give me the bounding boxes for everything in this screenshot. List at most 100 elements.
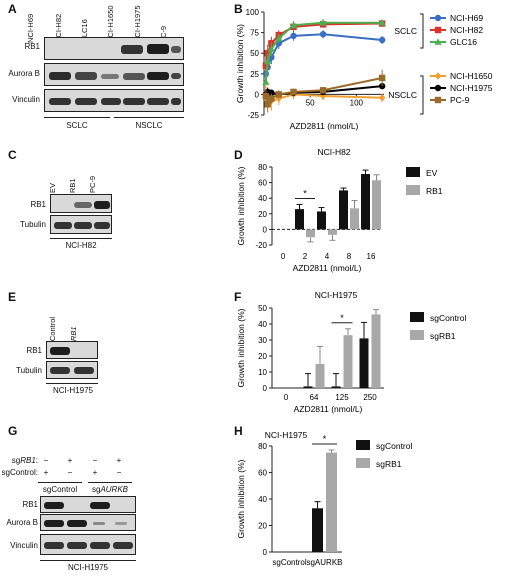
data-point bbox=[290, 88, 297, 96]
panel-letter-c: C bbox=[8, 148, 17, 162]
blot-row-label: RB1 bbox=[30, 200, 46, 209]
condition-row-label-sgcontrol: sgControl: bbox=[1, 468, 38, 477]
x-tick-label: 4 bbox=[325, 252, 330, 261]
blot-strip-vinculin bbox=[44, 89, 184, 112]
x-tick-label: 64 bbox=[310, 393, 319, 402]
bar bbox=[326, 452, 337, 552]
group-line bbox=[50, 238, 112, 239]
y-tick-label: 0 bbox=[263, 548, 268, 557]
data-point bbox=[319, 31, 327, 38]
y-tick-label: 30 bbox=[258, 336, 267, 345]
y-tick-label: 60 bbox=[258, 179, 267, 188]
lane-label: EV bbox=[48, 182, 57, 193]
y-tick-label: 20 bbox=[258, 522, 267, 531]
data-point bbox=[378, 74, 386, 82]
legend-label: NCI-H1650 bbox=[450, 71, 493, 81]
panel-letter-h: H bbox=[234, 424, 243, 438]
blot-strip-vinculin bbox=[40, 534, 136, 555]
y-tick-label: 20 bbox=[258, 352, 267, 361]
data-point bbox=[264, 57, 272, 65]
legend-label: RB1 bbox=[426, 186, 443, 196]
bar bbox=[306, 229, 315, 238]
y-tick-label: 40 bbox=[258, 495, 267, 504]
data-point bbox=[262, 78, 270, 85]
data-point bbox=[275, 91, 282, 98]
blot-strip-tubulin bbox=[50, 215, 112, 234]
legend-swatch bbox=[356, 440, 370, 450]
data-point bbox=[378, 93, 386, 102]
lane-label: NCI-H69 bbox=[26, 13, 35, 43]
blot-row-label: RB1 bbox=[22, 500, 38, 509]
blot-row-label: Aurora B bbox=[8, 69, 40, 78]
y-tick-label: 60 bbox=[258, 469, 267, 478]
condition-row-label-sgrb1: sgRB1: bbox=[11, 456, 38, 465]
series-line bbox=[264, 22, 383, 66]
blot-row-label: Tubulin bbox=[20, 220, 46, 229]
y-tick-label: 80 bbox=[258, 163, 267, 172]
data-point bbox=[264, 101, 271, 108]
x-tick-label: 2 bbox=[303, 252, 308, 261]
condition-sign: − bbox=[92, 456, 98, 465]
legend-swatch bbox=[356, 458, 370, 468]
y-tick-label: -25 bbox=[247, 111, 259, 120]
blot-row-label: Vinculin bbox=[12, 95, 40, 104]
group-line bbox=[46, 383, 98, 384]
panel-letter-f: F bbox=[234, 290, 242, 304]
x-tick-label: 50 bbox=[306, 98, 315, 107]
legend-label: sgControl bbox=[376, 441, 412, 451]
data-point bbox=[290, 32, 297, 40]
legend-swatch bbox=[410, 330, 424, 340]
blot-row-label: Tubulin bbox=[16, 366, 42, 375]
y-tick-label: 25 bbox=[250, 70, 259, 79]
group-line bbox=[88, 482, 132, 483]
y-tick-label: -20 bbox=[255, 241, 267, 250]
x-tick-label: sgControl bbox=[272, 558, 306, 567]
x-tick-label: 125 bbox=[335, 393, 349, 402]
lane-label: RB1 bbox=[68, 178, 77, 193]
blot-strip-aurora-b bbox=[44, 63, 184, 86]
y-tick-label: 10 bbox=[258, 368, 267, 377]
group-line bbox=[40, 560, 136, 561]
group-label-sgcontrol: sgControl bbox=[42, 485, 78, 494]
group-bracket bbox=[420, 13, 424, 49]
group-label-sgaurkb: sgAURKB bbox=[91, 485, 128, 494]
bar bbox=[350, 208, 359, 230]
group-label: SCLC bbox=[394, 26, 417, 36]
cell-line-label: NCI-H1975 bbox=[52, 386, 93, 395]
data-point bbox=[262, 62, 270, 69]
group-line bbox=[38, 482, 82, 483]
data-point bbox=[434, 26, 442, 34]
legend-label: NCI-H1975 bbox=[450, 83, 493, 93]
data-point bbox=[262, 92, 270, 100]
x-tick-label: sgAURKB bbox=[306, 558, 342, 567]
y-tick-label: 80 bbox=[258, 442, 267, 451]
series-line bbox=[264, 33, 383, 75]
data-point bbox=[319, 87, 327, 94]
bar bbox=[295, 209, 304, 230]
blot-strip-rb1 bbox=[46, 341, 98, 359]
data-point bbox=[289, 21, 298, 28]
blot-strip-tubulin bbox=[46, 361, 98, 379]
blot-row-label: Aurora B bbox=[6, 518, 38, 527]
cell-line-label: NCI-H82 bbox=[65, 241, 97, 250]
y-tick-label: 40 bbox=[258, 194, 267, 203]
blot-strip-rb1 bbox=[50, 194, 112, 213]
x-axis-title: AZD2811 (nmol/L) bbox=[293, 263, 362, 273]
blot-row-label: Vinculin bbox=[10, 541, 38, 550]
y-tick-label: 75 bbox=[250, 29, 259, 38]
y-tick-label: 40 bbox=[258, 320, 267, 329]
blot-strip-aurora-b bbox=[40, 514, 136, 531]
legend-label: sgRB1 bbox=[430, 331, 456, 341]
bar bbox=[372, 180, 381, 230]
legend-swatch bbox=[406, 185, 420, 195]
bar bbox=[371, 314, 381, 388]
bar bbox=[315, 364, 325, 388]
group-label-sclc: SCLC bbox=[66, 121, 88, 130]
data-point bbox=[275, 34, 283, 42]
data-point bbox=[434, 72, 442, 80]
condition-sign: + bbox=[67, 456, 73, 465]
bar bbox=[361, 174, 370, 230]
group-label: NSCLC bbox=[388, 90, 417, 100]
legend-label: GLC16 bbox=[450, 37, 477, 47]
